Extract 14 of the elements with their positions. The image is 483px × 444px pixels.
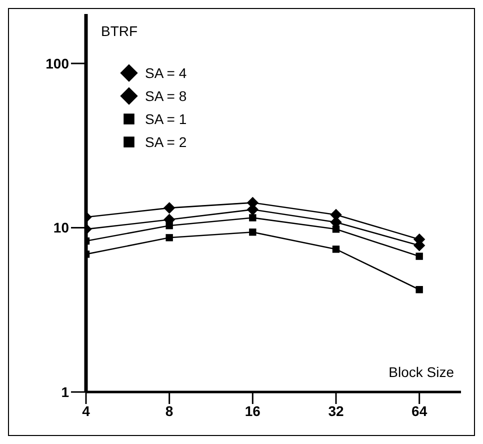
x-tick-label: 16 <box>244 402 261 419</box>
x-tick-label: 4 <box>82 402 90 419</box>
x-tick-label: 64 <box>412 402 428 419</box>
x-tick-label: 32 <box>328 402 344 419</box>
y-tick-label: 100 <box>46 55 70 72</box>
y-axis-title: BTRF <box>101 23 138 39</box>
y-tick-label: 10 <box>53 220 70 236</box>
x-axis-title: Block Size <box>388 364 454 380</box>
legend-label: SA = 4 <box>145 64 187 80</box>
y-tick-label: 1 <box>61 384 70 400</box>
legend-label: SA = 1 <box>145 110 187 126</box>
x-tick-label: 8 <box>165 402 174 419</box>
legend-label: SA = 8 <box>145 88 187 104</box>
legend-label: SA = 2 <box>145 134 187 150</box>
